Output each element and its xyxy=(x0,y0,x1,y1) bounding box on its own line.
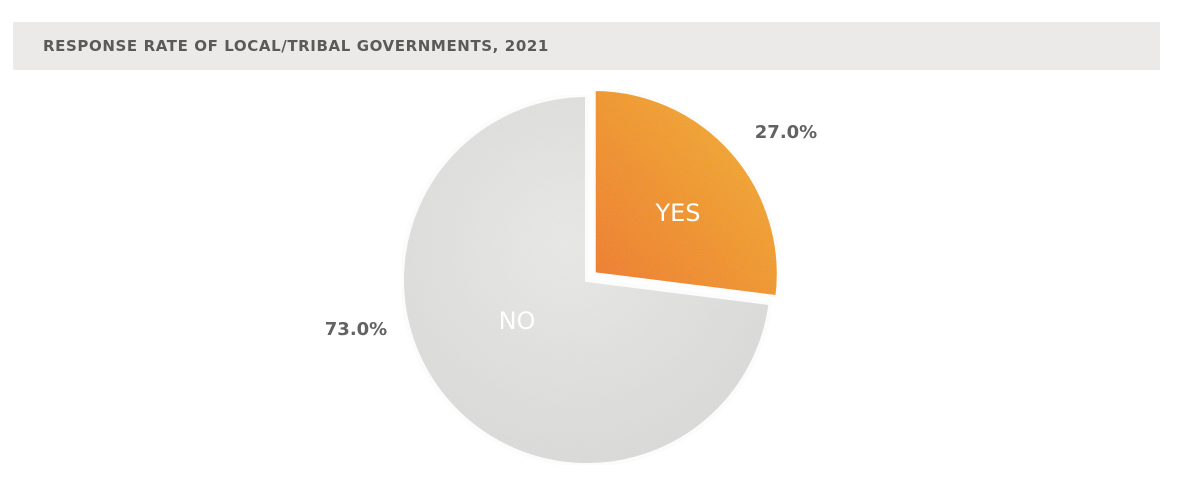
slice-label-yes: YES xyxy=(654,199,700,227)
slice-value-label-yes: 27.0% xyxy=(755,122,817,143)
pie-slice-no xyxy=(400,92,773,467)
slice-value-label-no: 73.0% xyxy=(325,319,387,340)
chart-title-bar: RESPONSE RATE OF LOCAL/TRIBAL GOVERNMENT… xyxy=(13,22,1160,70)
pie-slice-yes xyxy=(591,87,781,300)
chart-title: RESPONSE RATE OF LOCAL/TRIBAL GOVERNMENT… xyxy=(43,37,549,55)
slice-label-no: NO xyxy=(499,307,536,335)
